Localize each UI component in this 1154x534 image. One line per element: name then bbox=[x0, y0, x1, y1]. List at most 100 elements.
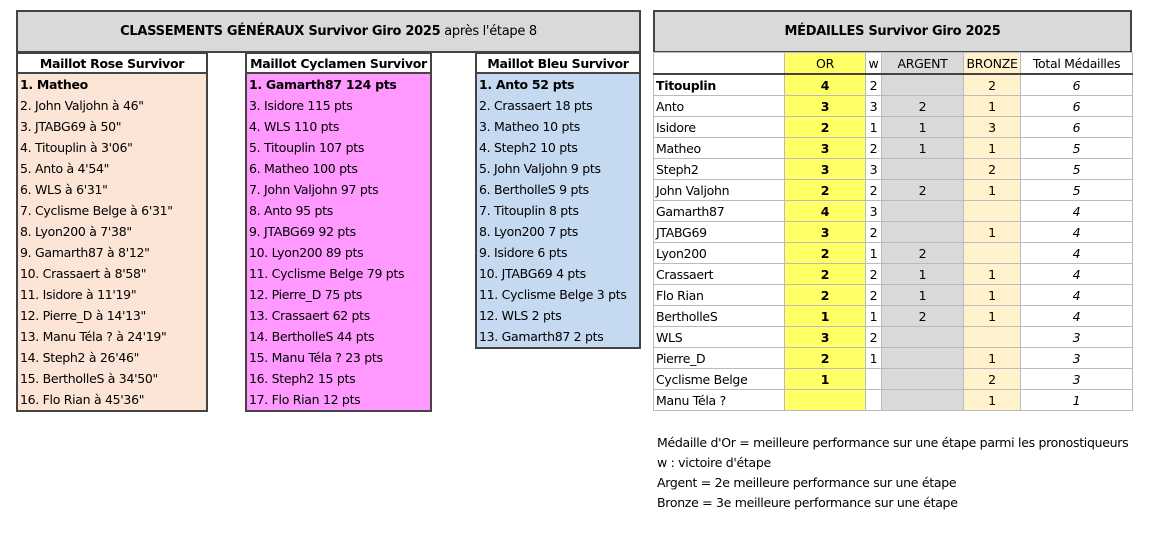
medals-cell: 1 bbox=[784, 305, 866, 327]
cyclamen-list-item: 8. Anto 95 pts bbox=[249, 203, 333, 218]
medals-cell: 2 bbox=[784, 347, 866, 369]
rose-list-item: 15. BertholleS à 34'50" bbox=[20, 371, 159, 386]
medals-cell: Crassaert bbox=[653, 263, 785, 285]
medals-title-text: MÉDAILLES Survivor Giro 2025 bbox=[784, 24, 1001, 39]
medals-row: Cyclisme Belge 1 2 3 bbox=[653, 368, 1133, 390]
medals-cell: 2 bbox=[784, 179, 866, 201]
cyclamen-list-item: 9. JTABG69 92 pts bbox=[249, 224, 356, 239]
medals-cell: 4 bbox=[784, 200, 866, 222]
medals-cell bbox=[881, 73, 964, 96]
medals-cell bbox=[881, 368, 964, 390]
medals-cell: 1 bbox=[963, 389, 1021, 411]
cyclamen-list-item: 16. Steph2 15 pts bbox=[249, 371, 356, 386]
rose-list-item: 7. Cyclisme Belge à 6'31" bbox=[20, 203, 173, 218]
medals-row: Flo Rian 2 2 1 1 4 bbox=[653, 284, 1133, 306]
medals-header-cell: ARGENT bbox=[881, 52, 964, 75]
rose-list-item: 5. Anto à 4'54" bbox=[20, 161, 110, 176]
cyclamen-list-item: 17. Flo Rian 12 pts bbox=[249, 392, 361, 407]
rose-column: Maillot Rose Survivor 1. Matheo 2. John V… bbox=[16, 52, 208, 412]
bleu-list: 1. Anto 52 pts 2. Crassaert 18 pts 3. Math… bbox=[475, 74, 641, 349]
medals-cell: 1 bbox=[963, 284, 1021, 306]
medals-cell: 5 bbox=[1020, 158, 1133, 180]
note: Argent = 2e meilleure performance sur un… bbox=[657, 475, 957, 490]
medals-cell bbox=[881, 158, 964, 180]
bleu-list-item: 7. Titouplin 8 pts bbox=[479, 203, 579, 218]
bleu-list-item: 3. Matheo 10 pts bbox=[479, 119, 580, 134]
medals-cell: 2 bbox=[784, 284, 866, 306]
medals-cell: 6 bbox=[1020, 95, 1133, 117]
medals-cell bbox=[963, 326, 1021, 348]
medals-cell: 3 bbox=[784, 326, 866, 348]
rose-list-item: 14. Steph2 à 26'46" bbox=[20, 350, 140, 365]
note: Bronze = 3e meilleure performance sur un… bbox=[657, 495, 958, 510]
bleu-list-item: 4. Steph2 10 pts bbox=[479, 140, 578, 155]
medals-cell: 2 bbox=[963, 73, 1021, 96]
medals-header-cell bbox=[653, 52, 785, 75]
cyclamen-column: Maillot Cyclamen Survivor 1. Gamarth87 1… bbox=[245, 52, 432, 412]
note: Médaille d'Or = meilleure performance su… bbox=[657, 435, 1129, 450]
medals-cell: 1 bbox=[881, 263, 964, 285]
medals-row: Crassaert 2 2 1 1 4 bbox=[653, 263, 1133, 285]
medals-cell: 3 bbox=[1020, 368, 1133, 390]
medals-cell: 4 bbox=[1020, 305, 1133, 327]
rose-list-item: 9. Gamarth87 à 8'12" bbox=[20, 245, 150, 260]
bleu-header: Maillot Bleu Survivor bbox=[475, 52, 641, 74]
rose-list: 1. Matheo 2. John Valjohn à 46" 3. JTABG69… bbox=[16, 74, 208, 412]
medals-cell: Anto bbox=[653, 95, 785, 117]
medals-cell bbox=[865, 389, 882, 411]
medals-cell: 1 bbox=[865, 242, 882, 264]
medals-cell: 4 bbox=[1020, 200, 1133, 222]
medals-row: Anto 3 3 2 1 6 bbox=[653, 95, 1133, 117]
bleu-list-item: 6. BertholleS 9 pts bbox=[479, 182, 589, 197]
rose-list-item: 16. Flo Rian à 45'36" bbox=[20, 392, 145, 407]
medals-cell: 6 bbox=[1020, 116, 1133, 138]
medals-cell: 2 bbox=[963, 158, 1021, 180]
cyclamen-header: Maillot Cyclamen Survivor bbox=[245, 52, 432, 74]
rose-list-item: 8. Lyon200 à 7'38" bbox=[20, 224, 132, 239]
rose-list-item: 4. Titouplin à 3'06" bbox=[20, 140, 133, 155]
medals-cell: John Valjohn bbox=[653, 179, 785, 201]
medals-cell bbox=[865, 368, 882, 390]
medals-cell: 4 bbox=[1020, 242, 1133, 264]
medals-cell: Cyclisme Belge bbox=[653, 368, 785, 390]
bleu-list-item: 12. WLS 2 pts bbox=[479, 308, 562, 323]
medals-row: JTABG69 3 2 1 4 bbox=[653, 221, 1133, 243]
medals-cell bbox=[784, 389, 866, 411]
medals-cell: 3 bbox=[963, 116, 1021, 138]
cyclamen-list-item: 7. John Valjohn 97 pts bbox=[249, 182, 379, 197]
medals-cell: 1 bbox=[865, 116, 882, 138]
medals-cell: 1 bbox=[963, 95, 1021, 117]
medals-cell: Manu Téla ? bbox=[653, 389, 785, 411]
medals-header-cell: w bbox=[865, 52, 882, 75]
medals-cell: 3 bbox=[1020, 326, 1133, 348]
medals-cell: 1 bbox=[963, 347, 1021, 369]
rose-list-item: 13. Manu Téla ? à 24'19" bbox=[20, 329, 167, 344]
medals-row: Pierre_D 2 1 1 3 bbox=[653, 347, 1133, 369]
medals-cell: 4 bbox=[1020, 221, 1133, 243]
medals-cell: 1 bbox=[1020, 389, 1133, 411]
medals-cell: 3 bbox=[865, 158, 882, 180]
medals-cell: 3 bbox=[865, 200, 882, 222]
medals-cell bbox=[881, 200, 964, 222]
bleu-list-item: 11. Cyclisme Belge 3 pts bbox=[479, 287, 627, 302]
medals-cell: 5 bbox=[1020, 137, 1133, 159]
cyclamen-list-item: 13. Crassaert 62 pts bbox=[249, 308, 370, 323]
medals-cell: 1 bbox=[963, 137, 1021, 159]
cyclamen-list-item: 10. Lyon200 89 pts bbox=[249, 245, 364, 260]
medals-cell: 2 bbox=[865, 284, 882, 306]
medals-cell: Isidore bbox=[653, 116, 785, 138]
medals-cell: 2 bbox=[881, 242, 964, 264]
cyclamen-list-item: 15. Manu Téla ? 23 pts bbox=[249, 350, 383, 365]
medals-cell: 2 bbox=[865, 263, 882, 285]
medals-title: MÉDAILLES Survivor Giro 2025 bbox=[653, 10, 1132, 53]
medals-cell: 1 bbox=[963, 179, 1021, 201]
medals-row: Isidore 2 1 1 3 6 bbox=[653, 116, 1133, 138]
medals-cell: 4 bbox=[1020, 284, 1133, 306]
medals-cell: 3 bbox=[784, 158, 866, 180]
medals-row: Manu Téla ? 1 1 bbox=[653, 389, 1133, 411]
medals-cell: Gamarth87 bbox=[653, 200, 785, 222]
bleu-list-item: 1. Anto 52 pts bbox=[479, 77, 575, 92]
medals-cell: 1 bbox=[865, 305, 882, 327]
medals-cell: 2 bbox=[881, 305, 964, 327]
cyclamen-list-item: 5. Titouplin 107 pts bbox=[249, 140, 365, 155]
